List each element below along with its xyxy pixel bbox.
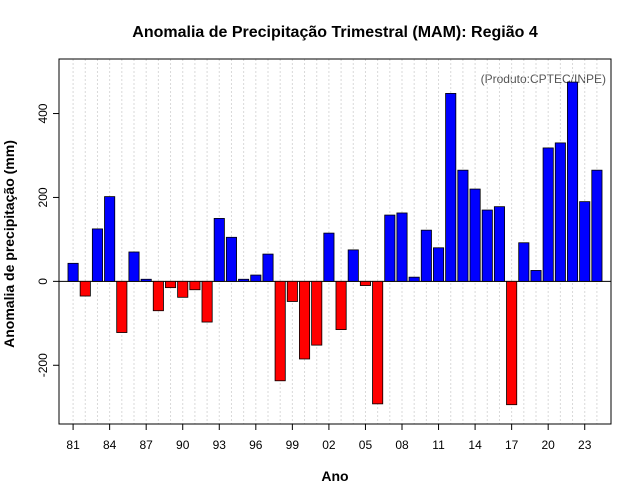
bar-2004: [347, 249, 359, 282]
x-tick-label: 81: [66, 438, 80, 452]
x-axis-label: Ano: [321, 468, 348, 484]
bar-2010: [420, 229, 432, 282]
bar-2001: [311, 280, 323, 346]
bar-1998: [274, 280, 286, 382]
bar-1983: [91, 228, 103, 282]
bar-1987: [140, 278, 152, 282]
bar-1999: [286, 280, 298, 302]
y-tick-label: 200: [36, 187, 50, 207]
bar-2005: [359, 280, 371, 286]
x-tick-label: 08: [395, 438, 409, 452]
x-tick-label: 11: [432, 438, 445, 452]
x-tick-label: 17: [505, 438, 519, 452]
bar-2012: [445, 93, 457, 282]
bar-2000: [299, 280, 311, 360]
y-tick-label: 0: [36, 278, 50, 285]
bar-1985: [116, 280, 128, 333]
bar-2003: [335, 280, 347, 331]
x-tick-label: 20: [542, 438, 556, 452]
bar-2002: [323, 232, 335, 282]
x-tick-label: 90: [176, 438, 190, 452]
bar-1991: [189, 280, 201, 291]
bar-2016: [493, 206, 505, 282]
chart-title: Anomalia de Precipitação Trimestral (MAM…: [132, 24, 538, 41]
bar-1988: [152, 280, 164, 312]
bar-1990: [177, 280, 189, 298]
plot-area: -200 0 200 400 81 84 87 90 93 96 99 02 05 08 11 14 17 20 2…: [36, 58, 612, 452]
bar-1997: [262, 253, 274, 282]
x-tick-label: 96: [249, 438, 263, 452]
bar-2024: [591, 169, 603, 282]
x-tick-label: 02: [322, 438, 336, 452]
bar-1995: [238, 278, 250, 282]
bar-2014: [469, 188, 481, 282]
bar-2011: [433, 247, 445, 282]
bar-2020: [542, 147, 554, 282]
plot-frame: [58, 58, 612, 425]
bar-1992: [201, 280, 213, 323]
bar-2009: [408, 276, 420, 282]
x-tick-label: 87: [140, 438, 154, 452]
bar-2006: [372, 280, 384, 405]
x-tick-label: 14: [468, 438, 482, 452]
bar-1981: [67, 262, 79, 282]
bar-2017: [506, 280, 518, 406]
bar-2021: [554, 142, 566, 282]
bar-1989: [165, 280, 177, 289]
bar-2023: [579, 201, 591, 282]
bar-2022: [567, 81, 579, 282]
bar-1986: [128, 251, 140, 282]
bar-1996: [250, 274, 262, 282]
bar-2019: [530, 270, 542, 282]
bar-2018: [518, 242, 530, 282]
bar-1994: [225, 236, 237, 282]
y-tick-label: 400: [36, 103, 50, 123]
x-tick-label: 99: [286, 438, 300, 452]
x-tick-label: 23: [578, 438, 592, 452]
bar-1982: [79, 280, 91, 297]
bar-2015: [481, 209, 493, 282]
bar-2007: [384, 214, 396, 282]
bar-1984: [104, 196, 116, 282]
x-tick-label: 05: [359, 438, 373, 452]
y-tick-label: -200: [36, 353, 50, 377]
bar-1993: [213, 218, 225, 282]
bar-2013: [457, 169, 469, 282]
x-tick-label: 93: [213, 438, 227, 452]
bar-2008: [396, 212, 408, 282]
y-axis-label: Anomalia de precipitação (mm): [1, 140, 17, 348]
x-tick-label: 84: [103, 438, 117, 452]
